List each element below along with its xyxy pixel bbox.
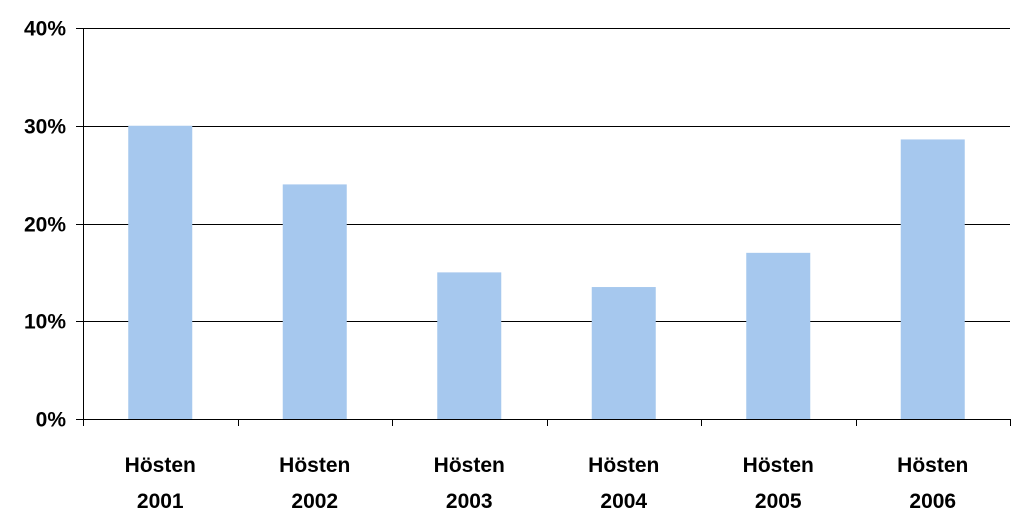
x-tick-label-line: Hösten xyxy=(743,454,814,477)
bars xyxy=(128,125,965,419)
axes xyxy=(76,28,1011,426)
x-tick-label: Hösten 2002 xyxy=(279,454,350,509)
bar xyxy=(437,272,502,419)
x-tick-label: Hösten 2001 xyxy=(125,454,196,509)
bar xyxy=(900,139,965,419)
y-tick-label: 40% xyxy=(24,18,66,41)
bar xyxy=(282,184,347,419)
y-tick-label: 30% xyxy=(24,116,66,139)
x-tick-label-line: 2003 xyxy=(446,490,493,509)
y-tick-label: 20% xyxy=(24,214,66,237)
x-tick-label-line: Hösten xyxy=(897,454,968,477)
x-tick-label-line: Hösten xyxy=(434,454,505,477)
bar xyxy=(746,252,811,419)
bar xyxy=(128,125,193,419)
x-tick-label-line: 2004 xyxy=(600,490,647,509)
x-tick-label: Hösten 2006 xyxy=(897,454,968,509)
x-tick-label-line: 2001 xyxy=(137,490,184,509)
x-tick-label-line: Hösten xyxy=(279,454,350,477)
y-tick-label: 10% xyxy=(24,311,66,334)
bar xyxy=(591,287,656,419)
x-tick-label-line: Hösten xyxy=(125,454,196,477)
gridlines xyxy=(83,28,1010,322)
x-tick-label-line: 2005 xyxy=(755,490,802,509)
x-tick-label-line: 2006 xyxy=(909,490,956,509)
x-tick-label: Hösten 2004 xyxy=(588,454,659,509)
x-tick-label: Hösten 2003 xyxy=(434,454,505,509)
y-tick-label: 0% xyxy=(36,409,67,432)
x-tick-label-line: Hösten xyxy=(588,454,659,477)
x-tick-label-line: 2002 xyxy=(291,490,338,509)
x-tick-label: Hösten 2005 xyxy=(743,454,814,509)
